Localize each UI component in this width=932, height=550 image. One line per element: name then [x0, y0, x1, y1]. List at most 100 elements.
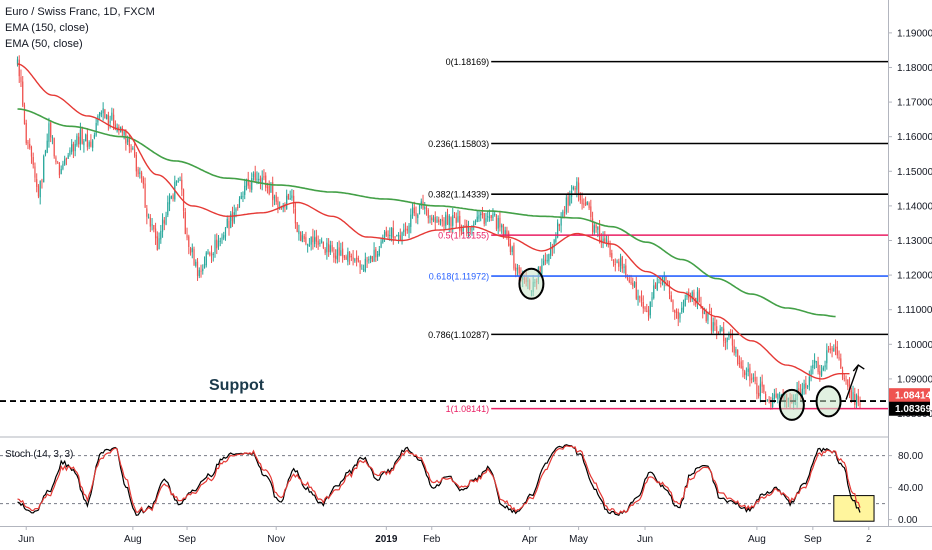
- candle-body: [415, 212, 417, 217]
- candle-body: [247, 178, 249, 186]
- candle-body: [639, 296, 641, 298]
- candle-body: [202, 268, 204, 272]
- candle-body: [333, 253, 335, 258]
- candle-body: [733, 345, 735, 353]
- candle-body: [773, 394, 775, 399]
- candle-body: [219, 240, 221, 242]
- candle-body: [824, 365, 826, 368]
- candle-body: [693, 292, 695, 299]
- candle-body: [815, 361, 817, 363]
- candle-body: [378, 249, 380, 256]
- candle-body: [738, 363, 741, 365]
- candle-body: [714, 322, 716, 326]
- candle-body: [742, 366, 744, 371]
- candle-body: [37, 186, 40, 197]
- candle-body: [772, 398, 774, 407]
- candle-body: [289, 198, 291, 200]
- price-tag-box: [889, 401, 930, 416]
- candle-body: [34, 166, 36, 178]
- candle-body: [452, 215, 454, 226]
- candle-body: [198, 270, 200, 277]
- candle-body: [170, 195, 172, 199]
- candle-body: [609, 242, 611, 255]
- candle-body: [382, 237, 384, 243]
- candle-body: [99, 112, 101, 117]
- candle-body: [471, 225, 473, 231]
- candle-body: [130, 148, 132, 150]
- candle-body: [294, 208, 297, 224]
- candle-body: [810, 369, 812, 377]
- candle-body: [432, 218, 435, 221]
- candle-body: [72, 143, 75, 152]
- candle-body: [614, 263, 616, 265]
- candle-body: [403, 229, 405, 233]
- candle-body: [836, 346, 838, 356]
- candle-body: [740, 361, 742, 369]
- candle-body: [546, 259, 548, 262]
- candle-body: [256, 178, 258, 180]
- candle-body: [293, 195, 295, 208]
- candle-body: [160, 230, 162, 240]
- candle-body: [375, 249, 377, 258]
- candle-body: [307, 244, 309, 246]
- candle-body: [712, 322, 714, 332]
- candle-body: [852, 392, 854, 400]
- candle-body: [469, 228, 471, 230]
- candle-body: [744, 371, 746, 376]
- candle-body: [209, 253, 211, 255]
- candle-body: [441, 219, 443, 222]
- candle-body: [95, 122, 97, 136]
- candle-body: [819, 371, 821, 375]
- candle-body: [195, 261, 197, 266]
- candle-body: [139, 172, 141, 174]
- candle-body: [473, 224, 475, 226]
- candle-body: [754, 377, 756, 382]
- candle-body: [263, 176, 265, 178]
- support-label: Suppot: [209, 377, 265, 394]
- candle-body: [597, 226, 599, 230]
- time-tick-label: Aug: [748, 534, 766, 545]
- candle-body: [36, 179, 38, 187]
- candle-body: [32, 157, 34, 165]
- candle-body: [857, 395, 859, 403]
- candle-body: [16, 59, 19, 65]
- candle-body: [702, 307, 704, 314]
- candle-body: [146, 208, 148, 217]
- candle-body: [506, 230, 508, 235]
- candle-body: [689, 297, 692, 300]
- candle-body: [779, 395, 781, 397]
- price-tick-label: 1.18000: [897, 63, 932, 74]
- candle-body: [763, 385, 765, 392]
- candle-body: [27, 142, 29, 144]
- candle-body: [235, 208, 237, 212]
- candle-body: [102, 108, 104, 114]
- ema150-line: [17, 108, 836, 318]
- candle-body: [626, 278, 629, 280]
- candle-body: [805, 383, 807, 388]
- candle-body: [572, 187, 574, 190]
- time-tick-label: Jun: [18, 534, 34, 545]
- time-tick-label: Sep: [804, 534, 822, 545]
- candle-body: [425, 208, 428, 210]
- candle-body: [92, 140, 94, 148]
- candle-body: [154, 228, 157, 239]
- candle-body: [583, 203, 585, 205]
- candle-body: [483, 213, 485, 224]
- candle-body: [588, 203, 590, 208]
- candle-body: [137, 169, 139, 175]
- candle-body: [513, 245, 515, 269]
- candle-body: [827, 348, 830, 350]
- candle-body: [106, 114, 108, 120]
- candle-body: [539, 267, 541, 272]
- candle-body: [259, 178, 262, 183]
- candle-body: [616, 261, 618, 263]
- candle-body: [406, 228, 408, 231]
- candle-body: [667, 281, 669, 286]
- candle-body: [347, 251, 349, 262]
- candle-body: [369, 256, 372, 259]
- candle-body: [349, 251, 351, 258]
- candle-body: [675, 311, 678, 313]
- candle-body: [448, 215, 450, 226]
- candle-body: [829, 348, 831, 351]
